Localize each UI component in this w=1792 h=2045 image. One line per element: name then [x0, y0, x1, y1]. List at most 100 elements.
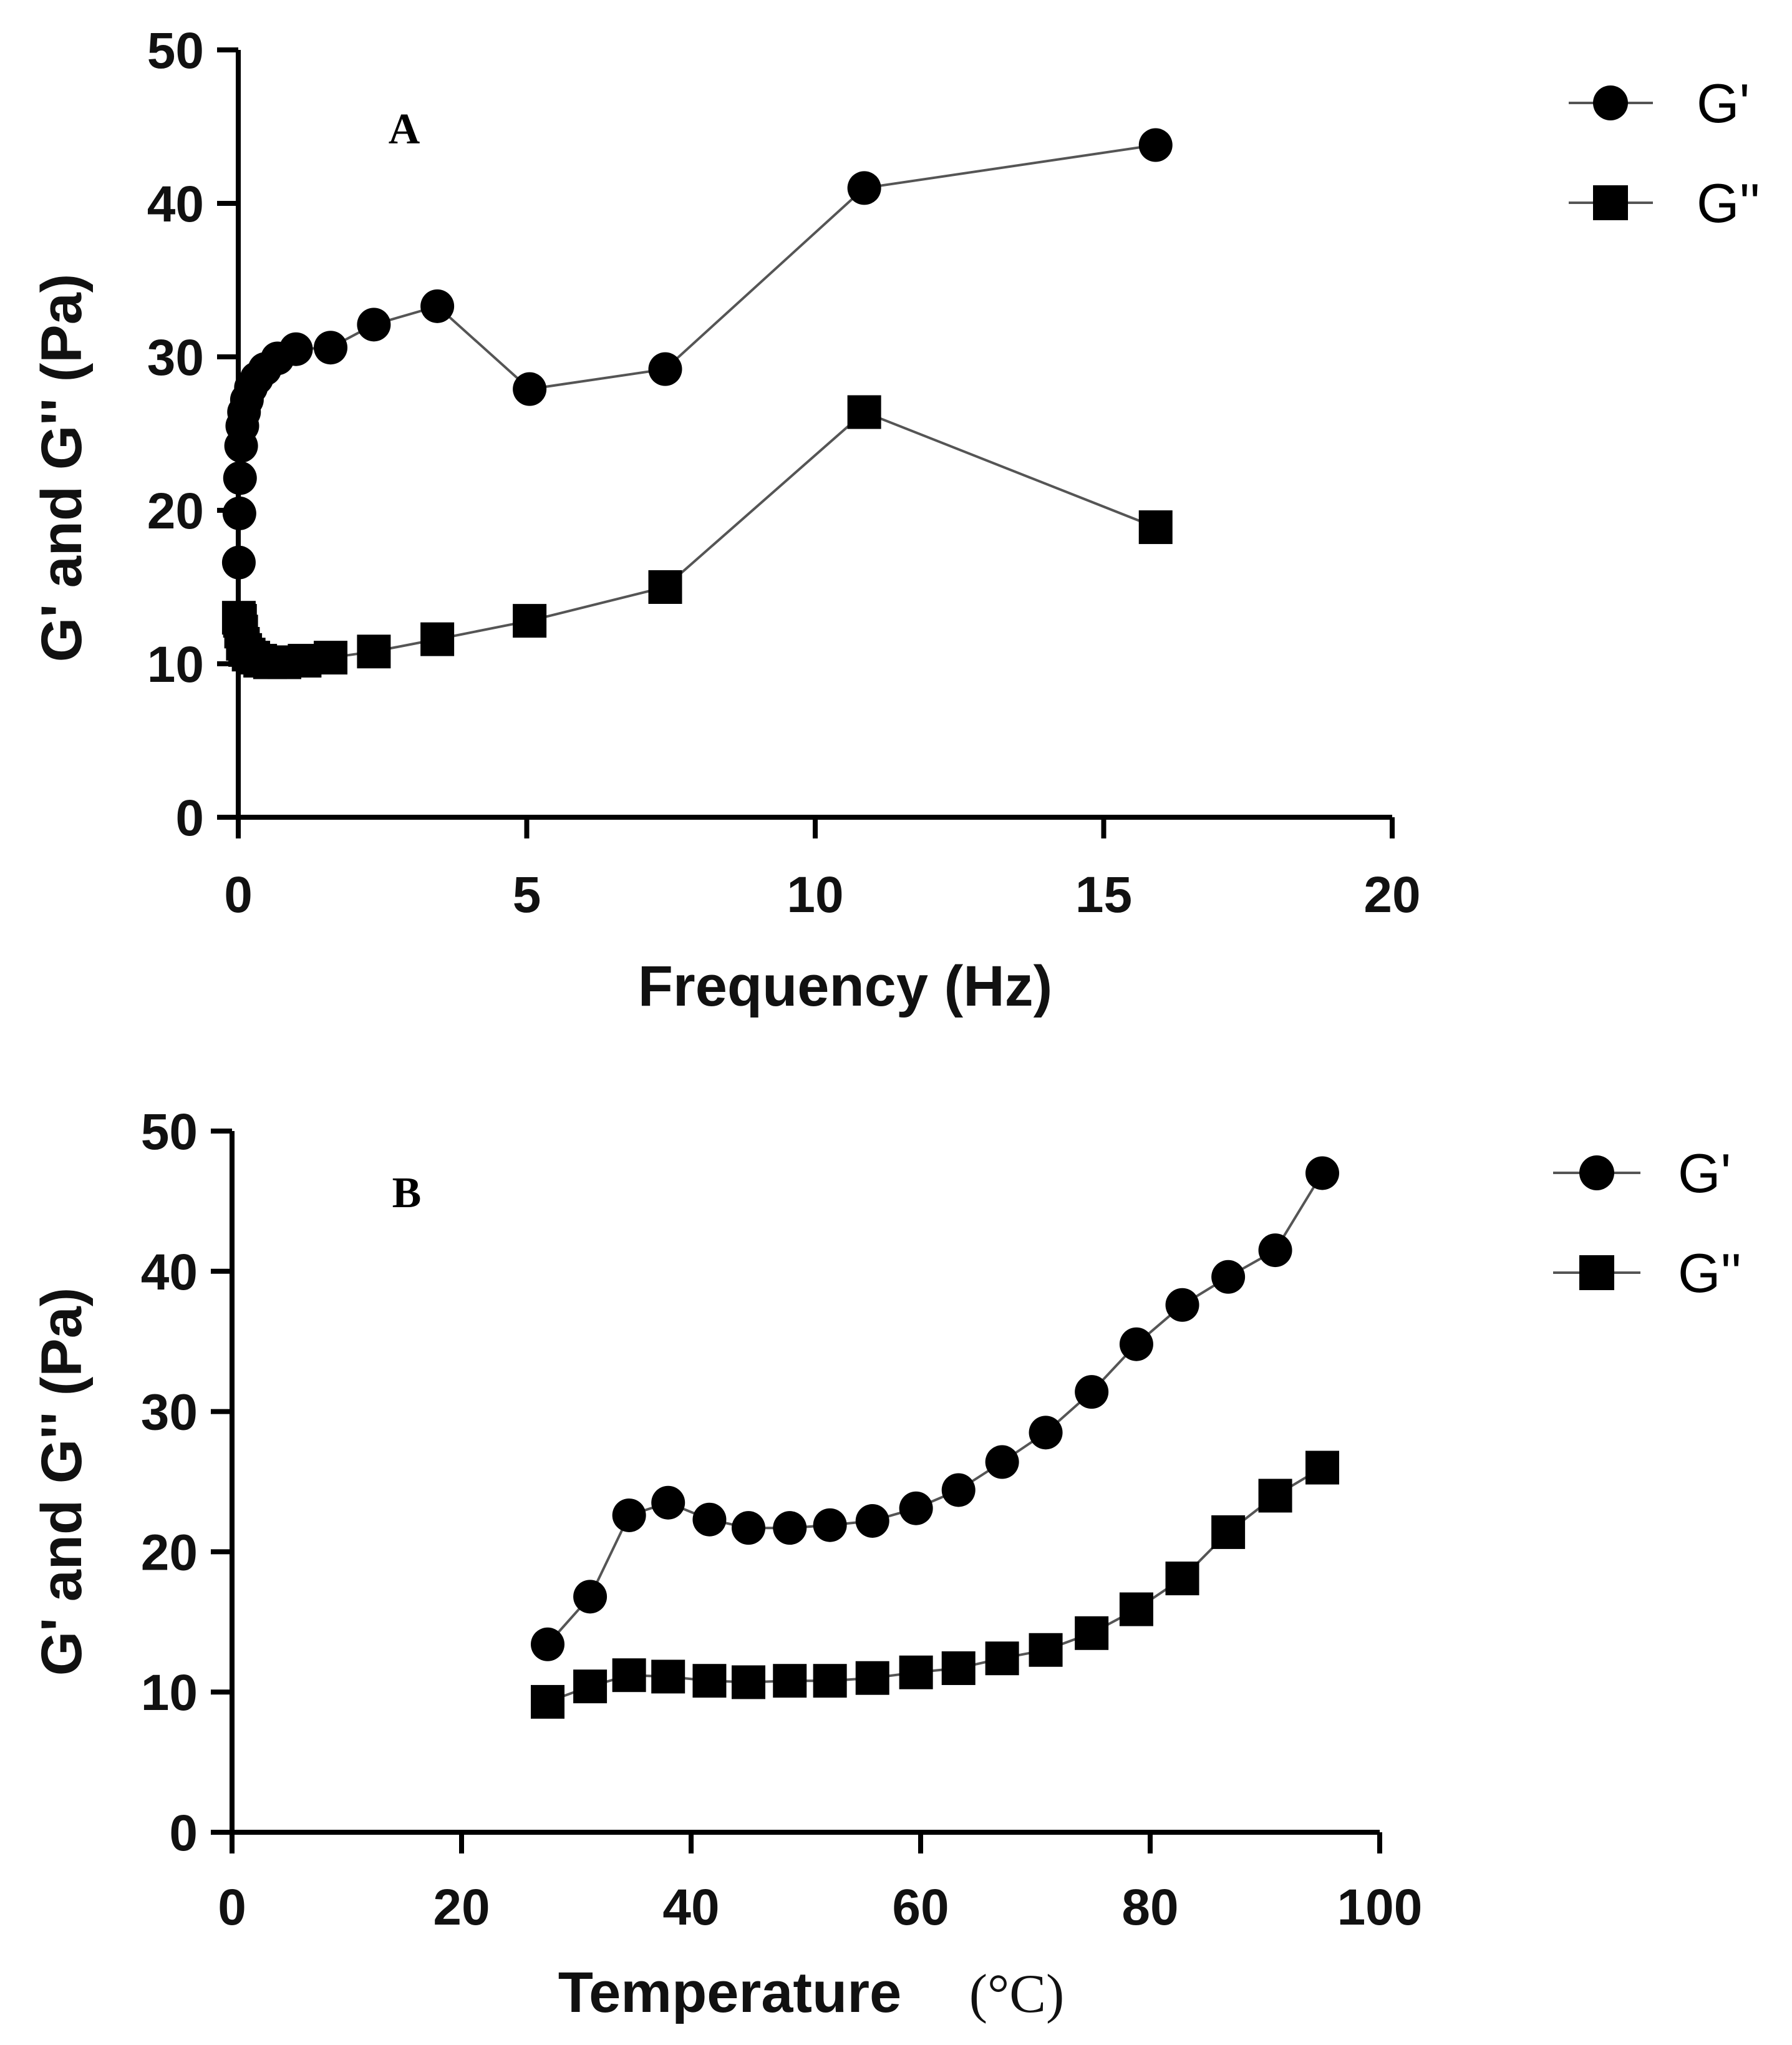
panel-b-gprime-point: [1029, 1416, 1063, 1450]
panel-a-x-tick-label: 20: [1363, 867, 1420, 923]
panel-b-y-tick-label: 20: [141, 1524, 198, 1581]
panel-b-x-tick-label: 40: [662, 1879, 719, 1936]
panel-b-gprime-point: [1258, 1233, 1292, 1268]
panel-b-gprime-point: [573, 1580, 608, 1614]
panel-a-gdoubleprime-series-line: [238, 410, 1156, 664]
panel-b-x-tick-label: 60: [892, 1879, 949, 1936]
panel-a-y-tick-label: 50: [147, 22, 204, 79]
panel-b-gdoubleprime-point: [651, 1659, 685, 1694]
panel-b-gdoubleprime-point: [1029, 1633, 1063, 1667]
panel-b-y-tick-label: 0: [169, 1805, 198, 1862]
panel-a-gprime-point: [648, 352, 682, 386]
panel-b-gprime-series-line: [546, 1172, 1324, 1646]
panel-a-gprime-point: [1138, 128, 1173, 162]
panel-a-y-tick-label: 20: [147, 483, 204, 540]
panel-b-x-axis-title: Temperature: [558, 1961, 901, 2024]
panel-a-gprime-point: [279, 332, 313, 366]
panel-b-y-tick-label: 50: [141, 1104, 198, 1160]
panel-b-gdoubleprime-point: [732, 1665, 765, 1699]
panel-a-gprime-point: [513, 372, 547, 406]
panel-b-y-tick-label: 40: [141, 1244, 198, 1301]
panel-b-gprime-point: [1165, 1288, 1199, 1322]
panel-b-y-tick-label: 30: [141, 1384, 198, 1441]
panel-a-x-tick-label: 10: [787, 867, 843, 923]
panel-b-x-tick-label: 0: [218, 1879, 246, 1936]
panel-b-gdoubleprime-point: [1258, 1479, 1292, 1513]
panel-b-gdoubleprime-point: [531, 1684, 564, 1719]
panel-a-gdoubleprime-point: [513, 604, 547, 638]
panel-a-gdoubleprime-point: [357, 634, 391, 669]
panel-a-x-tick-label: 5: [513, 867, 541, 923]
panel-b-gprime-point: [773, 1511, 807, 1545]
panel-a-gdoubleprime-point: [648, 570, 682, 604]
panel-b-gprime-point: [1075, 1375, 1109, 1409]
panel-b-gdoubleprime-point: [773, 1664, 807, 1698]
panel-b-label: B: [392, 1169, 422, 1217]
panel-b-gdoubleprime-point: [1075, 1616, 1109, 1650]
panel-b-gprime-point: [1119, 1327, 1153, 1361]
legend-b-gprime-label: G': [1678, 1142, 1731, 1204]
panel-a-y-tick-label: 40: [147, 176, 204, 233]
legend-a-gprime-marker: [1593, 85, 1628, 120]
panel-a-x-axis-title: Frequency (Hz): [638, 954, 1053, 1018]
panel-a-legend: G' G'': [1569, 72, 1760, 234]
panel-b-gdoubleprime-point: [855, 1661, 889, 1695]
legend-b-gdoubleprime-marker: [1579, 1255, 1614, 1290]
panel-a-x-tick-label: 15: [1075, 867, 1132, 923]
panel-a-x-tick-label: 0: [224, 867, 253, 923]
panel-a-gprime-point: [420, 289, 455, 323]
panel-b-gprime-point: [1305, 1156, 1339, 1190]
panel-a-label: A: [389, 105, 420, 153]
chart-panel-a: A 0 10 20 30 40 50 0 5 10 15 20 Frequency (Hz) G' …: [30, 22, 1760, 1018]
legend-b-gdoubleprime-label: G'': [1678, 1242, 1741, 1304]
panel-b-gdoubleprime-point: [941, 1651, 976, 1685]
panel-b-gprime-point: [531, 1627, 564, 1661]
panel-b-gdoubleprime-point: [899, 1655, 933, 1689]
panel-b-y-axis-title: G' and G'' (Pa): [30, 1288, 94, 1676]
panel-b-x-tick-label: 100: [1337, 1879, 1423, 1936]
legend-a-gdoubleprime-marker: [1593, 185, 1628, 220]
chart-panel-b: B 0 10 20 30 40 50 0 20 40 60 80 100 Temperature (°…: [30, 1104, 1741, 2024]
panel-b-gprime-point: [692, 1502, 727, 1537]
panel-b-gprime-point: [1211, 1260, 1246, 1294]
legend-a-gprime-label: G': [1697, 72, 1750, 134]
panel-a-gprime-point: [314, 331, 347, 365]
panel-b-gprime-point: [941, 1473, 976, 1507]
panel-b-gdoubleprime-point: [612, 1658, 646, 1693]
panel-b-gprime-point: [651, 1485, 685, 1520]
panel-a-axes: 0 10 20 30 40 50 0 5 10 15 20: [147, 22, 1421, 923]
panel-b-series-layer: [531, 1156, 1339, 1719]
panel-a-y-axis-title: G' and G'' (Pa): [30, 274, 94, 663]
panel-b-gprime-point: [985, 1445, 1019, 1479]
panel-b-gprime-point: [612, 1498, 646, 1532]
panel-a-y-tick-label: 10: [147, 636, 204, 693]
panel-b-x-tick-label: 80: [1121, 1879, 1178, 1936]
panel-a-gdoubleprime-point: [314, 641, 347, 675]
panel-b-gdoubleprime-point: [573, 1669, 608, 1704]
panel-b-legend: G' G'': [1553, 1142, 1741, 1304]
panel-a-gdoubleprime-point: [1138, 510, 1173, 545]
panel-b-x-axis-unit: (°C): [969, 1964, 1065, 2024]
panel-a-gprime-point: [847, 171, 881, 205]
panel-a-gprime-series-line: [237, 143, 1156, 563]
panel-b-gdoubleprime-point: [1165, 1562, 1199, 1596]
panel-b-gdoubleprime-point: [1119, 1592, 1153, 1626]
panel-b-gdoubleprime-point: [692, 1664, 727, 1698]
panel-a-y-tick-label: 0: [175, 790, 204, 847]
panel-a-gdoubleprime-point: [420, 622, 455, 656]
panel-b-axes: 0 10 20 30 40 50 0 20 40 60 80 100: [141, 1104, 1423, 1936]
panel-a-y-tick-label: 30: [147, 329, 204, 386]
panel-a-series-layer: [221, 128, 1173, 679]
legend-a-gdoubleprime-label: G'': [1697, 172, 1760, 234]
panel-b-gprime-point: [732, 1511, 765, 1545]
panel-b-y-tick-label: 10: [141, 1664, 198, 1721]
panel-a-gdoubleprime-point: [847, 395, 881, 429]
panel-b-gprime-point: [899, 1491, 933, 1525]
panel-b-gdoubleprime-point: [1305, 1450, 1339, 1485]
panel-b-x-tick-label: 20: [433, 1879, 490, 1936]
legend-b-gprime-marker: [1579, 1155, 1614, 1190]
panel-a-gprime-point: [357, 308, 391, 342]
panel-b-gdoubleprime-point: [1211, 1515, 1246, 1549]
